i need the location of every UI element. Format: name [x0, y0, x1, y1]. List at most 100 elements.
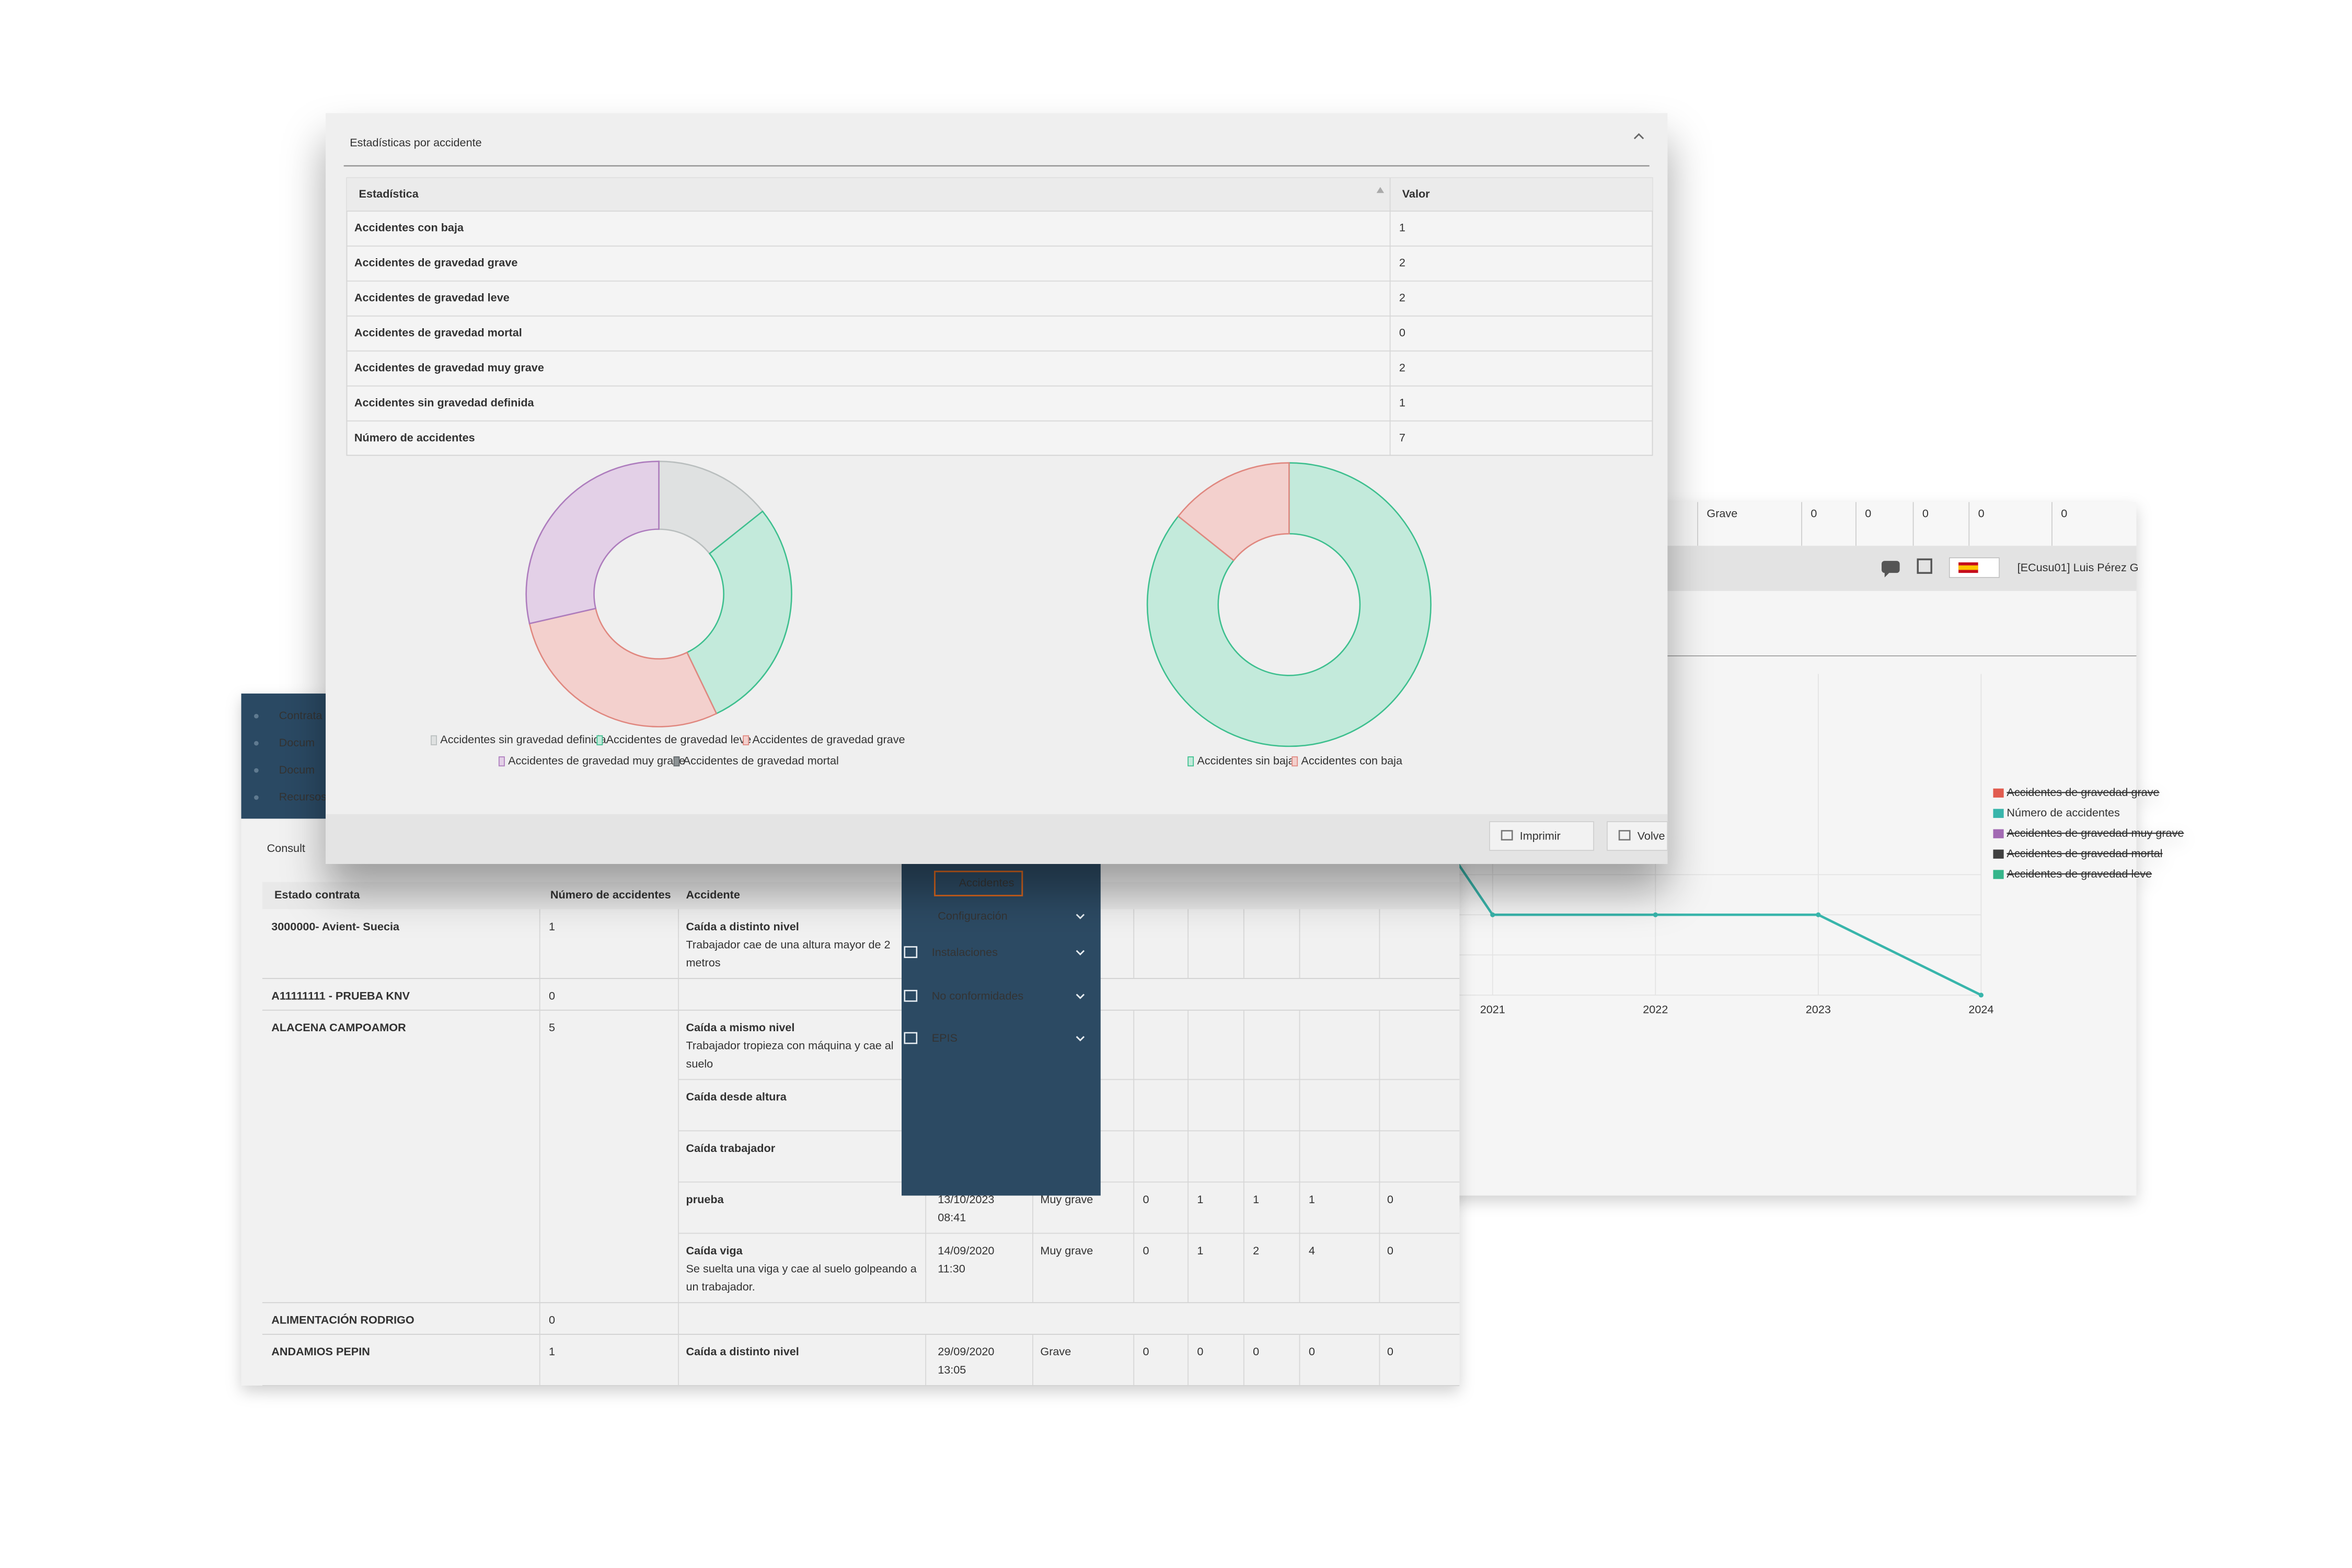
table-frame — [346, 177, 1653, 456]
accident-severity: Muy grave — [1040, 1244, 1093, 1257]
accident-severity: Grave — [1040, 1345, 1071, 1358]
accident-count: 0 — [549, 989, 555, 1002]
accident-number: 1 — [1197, 1193, 1203, 1206]
accident-number: 2 — [1253, 1244, 1259, 1257]
legend-label[interactable]: Accidentes sin baja — [1197, 754, 1295, 767]
donut-segment[interactable] — [658, 460, 764, 555]
sort-arrow — [1376, 187, 1385, 193]
footer-bar — [326, 814, 1668, 864]
accident-desc: Trabajador tropieza con máquina y cae al — [686, 1039, 894, 1052]
nav-bullet — [254, 713, 259, 719]
statistic-name: Accidentes sin gravedad definida — [354, 396, 535, 409]
statistic-value: 1 — [1399, 221, 1405, 234]
statistic-value: 1 — [1399, 396, 1405, 409]
accident-title: prueba — [686, 1193, 724, 1206]
accident-number: 0 — [1143, 1345, 1149, 1358]
accident-number: 0 — [1387, 1193, 1393, 1206]
column-header: Número de accidentes — [550, 888, 671, 901]
table-cell: 0 — [1865, 506, 1871, 520]
column-header[interactable]: Valor — [1402, 187, 1430, 200]
sidebar-icon — [904, 989, 918, 1002]
chevron — [1076, 950, 1085, 956]
sidebar-item[interactable]: Configuración — [938, 909, 1007, 923]
legend-label[interactable]: Accidentes de gravedad grave — [752, 733, 905, 746]
nav-item[interactable]: Contrata — [279, 709, 323, 722]
statistic-value: 2 — [1399, 361, 1405, 374]
accident-date: 14/09/2020 — [938, 1244, 994, 1257]
accident-title: Caída viga — [686, 1244, 743, 1257]
statistic-value: 2 — [1399, 291, 1405, 304]
statistic-name: Accidentes de gravedad mortal — [354, 326, 522, 339]
legend-swatch[interactable] — [743, 735, 750, 745]
legend-label[interactable]: Accidentes de gravedad mortal — [683, 754, 839, 767]
donut-segment[interactable] — [1177, 462, 1290, 562]
button-bg[interactable] — [1489, 821, 1594, 851]
legend-swatch[interactable] — [1993, 870, 2004, 879]
accident-title: Caída desde altura — [686, 1090, 787, 1103]
nav-bullet — [254, 768, 259, 773]
legend-swatch[interactable] — [673, 756, 680, 767]
legend-label[interactable]: Número de accidentes — [2007, 806, 2120, 819]
x-tick-label: 2022 — [1643, 1002, 1668, 1016]
accident-number: 0 — [1197, 1345, 1203, 1358]
sidebar-item[interactable]: Instalaciones — [932, 946, 998, 959]
sidebar-item[interactable]: EPIS — [932, 1031, 958, 1044]
legend-label[interactable]: Accidentes de gravedad muy grave — [2007, 826, 2184, 839]
legend-swatch[interactable] — [596, 735, 603, 745]
contrata-name: 3000000- Avient- Suecia — [271, 920, 400, 933]
legend-swatch[interactable] — [1993, 788, 2004, 798]
nav-item[interactable]: Docum — [279, 736, 315, 749]
accident-time: 13:05 — [938, 1363, 966, 1376]
legend-swatch[interactable] — [431, 735, 437, 745]
legend-swatch[interactable] — [1187, 756, 1194, 767]
line-point — [1978, 993, 1984, 998]
donut-segment[interactable] — [525, 460, 660, 625]
legend-swatch[interactable] — [498, 756, 505, 767]
legend-label[interactable]: Accidentes de gravedad muy grave — [508, 754, 685, 767]
legend-swatch[interactable] — [1993, 849, 2004, 859]
nav-item[interactable]: Docum — [279, 763, 315, 776]
sidebar-item[interactable]: Accidentes — [959, 876, 1014, 889]
user-name[interactable]: [ECusu01] Luis Pérez G — [2017, 561, 2139, 574]
nav-bullet — [254, 795, 259, 800]
accident-title: Caída trabajador — [686, 1142, 776, 1155]
sidebar-item[interactable]: No conformidades — [932, 989, 1024, 1002]
button-label[interactable]: Imprimir — [1520, 829, 1561, 843]
legend-label[interactable]: Accidentes con baja — [1301, 754, 1403, 767]
line-point — [1653, 912, 1658, 917]
legend-label[interactable]: Accidentes de gravedad leve — [2007, 867, 2152, 880]
accident-number: 1 — [1197, 1244, 1203, 1257]
legend-label[interactable]: Accidentes sin gravedad definida — [440, 733, 606, 746]
column-header[interactable]: Estadística — [359, 187, 419, 200]
button-bg[interactable] — [1607, 821, 1668, 851]
table-cell: 0 — [2061, 506, 2067, 520]
button-label[interactable]: Volve — [1638, 829, 1665, 843]
legend-swatch[interactable] — [1292, 756, 1298, 767]
donut-segment[interactable] — [1146, 462, 1432, 747]
contrata-name: ALACENA CAMPOAMOR — [271, 1021, 406, 1034]
statistic-value: 0 — [1399, 326, 1405, 339]
line-point — [1490, 912, 1495, 917]
chevron — [1076, 994, 1085, 999]
legend-swatch[interactable] — [1993, 809, 2004, 818]
legend-label[interactable]: Accidentes de gravedad mortal — [2007, 847, 2162, 860]
nav-item[interactable]: Recursos — [279, 790, 327, 803]
collapse-chevron[interactable] — [1633, 133, 1644, 140]
legend-swatch[interactable] — [1993, 829, 2004, 838]
statistics-window: Estadísticas por accidente Estadística Val… — [326, 113, 1668, 864]
accident-time: 11:30 — [938, 1262, 965, 1275]
active-item-frame — [934, 870, 1023, 896]
legend-label[interactable]: Accidentes de gravedad grave — [2007, 786, 2159, 799]
contrata-name: ANDAMIOS PEPIN — [271, 1345, 370, 1358]
accident-desc: Se suelta una viga y cae al suelo golpea… — [686, 1262, 917, 1275]
statistic-name: Accidentes de gravedad muy grave — [354, 361, 544, 374]
table-cell: 0 — [1978, 506, 1985, 520]
calendar-icon — [1917, 558, 1932, 574]
donut-segment[interactable] — [686, 510, 792, 714]
donut-segment[interactable] — [528, 607, 718, 728]
sidebar: Accidentes Configuración Instalaciones No c… — [902, 863, 1101, 1196]
legend-label[interactable]: Accidentes de gravedad leve — [606, 733, 752, 746]
contrata-name: A11111111 - PRUEBA KNV — [271, 989, 410, 1002]
